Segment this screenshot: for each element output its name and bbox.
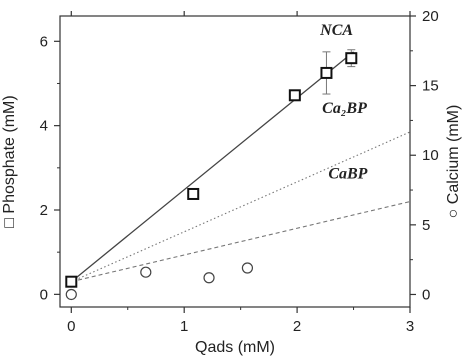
y-tick-label: 0 [40,286,48,303]
y2-tick-label: 20 [422,8,439,25]
x-tick-label: 2 [293,318,301,335]
x-axis-title: Qads (mM) [195,339,275,356]
phosphate-point [187,187,200,200]
line-annotation: CaBP [328,165,367,182]
y2-tick-label: 0 [422,286,430,303]
y2-tick-label: 5 [422,217,430,234]
y-tick-label: 4 [40,118,48,135]
phosphate-point [288,89,301,102]
calcium-point [65,288,77,301]
x-tick-label: 0 [67,318,75,335]
phosphate-point [345,52,358,65]
y2-axis-title: ○ Calcium (mM) [445,105,462,219]
phosphate-point [320,66,333,79]
fit-line-solid [70,51,354,283]
plot-frame [59,15,411,308]
y-tick-label: 2 [40,202,48,219]
x-tick-label: 3 [406,318,414,335]
line-annotation: NCA [319,22,353,39]
calcium-point [203,272,215,284]
fit-line-dotted [71,131,411,283]
fit-line-dashed [71,201,411,283]
y-tick-label: 6 [40,33,48,50]
y2-tick-label: 10 [422,147,439,164]
y-axis-title: □ Phosphate (mM) [1,95,18,227]
y2-tick-label: 15 [422,78,439,95]
line-annotation: Ca₂BP [322,100,367,117]
calcium-point [241,262,254,274]
calcium-point [140,266,152,278]
x-tick-label: 1 [180,318,188,335]
phosphate-point [65,275,78,288]
